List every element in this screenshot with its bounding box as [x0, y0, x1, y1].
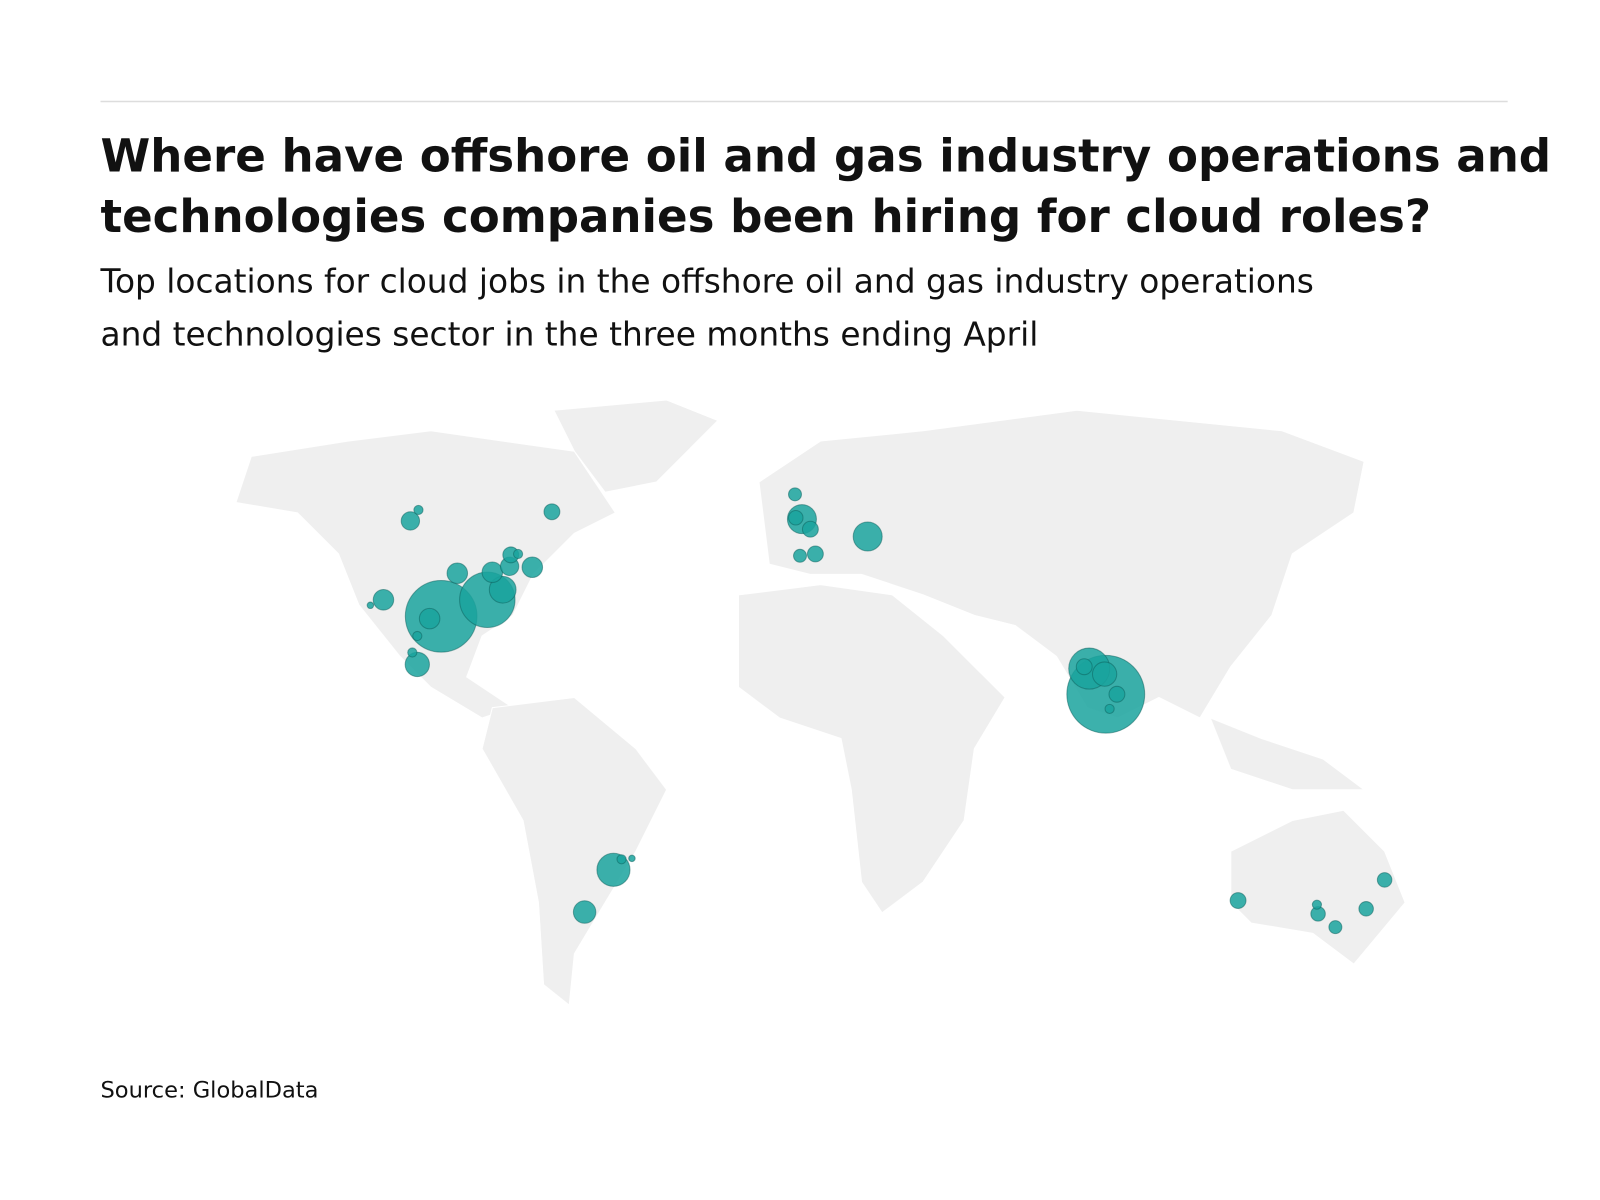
bubble: [543, 503, 561, 521]
bubble: [1328, 920, 1343, 935]
subtitle-line: and technologies sector in the three mon…: [101, 316, 1039, 354]
bubble: [412, 630, 423, 642]
bubble: [1075, 658, 1093, 676]
bubble: [616, 854, 627, 865]
bubble: [407, 647, 418, 658]
bubble: [1104, 703, 1115, 715]
bubble: [1229, 892, 1247, 910]
bubbles: [366, 487, 1393, 935]
south-america: [481, 696, 668, 1007]
southeast-asia: [1209, 717, 1366, 791]
bubble: [1358, 901, 1374, 917]
bubble: [512, 548, 524, 560]
bubble: [801, 520, 819, 538]
subtitle-line: Top locations for cloud jobs in the offs…: [100, 262, 1314, 300]
bubble: [400, 511, 421, 531]
bubble: [788, 509, 804, 526]
greenland: [553, 399, 719, 493]
bubble: [413, 504, 424, 516]
eurasia: [758, 409, 1365, 719]
bubble: [481, 561, 504, 584]
bubble: [572, 900, 597, 924]
africa: [737, 584, 1006, 914]
bubble: [788, 487, 802, 502]
bubble: [852, 521, 883, 552]
bubble: [1091, 661, 1118, 687]
bubble: [488, 575, 517, 604]
bubble: [446, 562, 469, 584]
bubble: [372, 589, 395, 611]
source: Source: GlobalData: [101, 1077, 319, 1103]
bubble: [1376, 872, 1393, 888]
world-map: [235, 399, 1406, 1007]
bubble: [1108, 685, 1126, 703]
bubble: [628, 854, 636, 863]
bubble: [806, 545, 824, 563]
bubble: [793, 548, 807, 563]
title-line: technologies companies been hiring for c…: [101, 190, 1432, 243]
title-line: Where have offshore oil and gas industry…: [101, 129, 1552, 182]
bubble: [521, 556, 544, 579]
bubble: [366, 601, 375, 610]
bubble: [1311, 899, 1323, 910]
australia: [1230, 809, 1406, 965]
bubble: [418, 607, 441, 630]
